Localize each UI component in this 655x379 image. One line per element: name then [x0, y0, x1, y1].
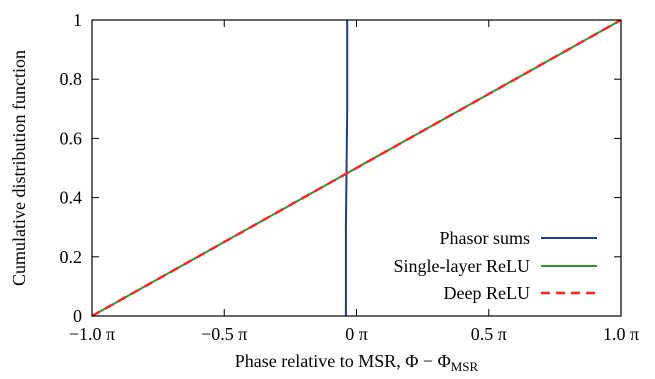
y-tick-label: 0.8 [60, 69, 83, 89]
legend-label-0: Phasor sums [439, 228, 530, 248]
legend-label-1: Single-layer ReLU [394, 256, 530, 276]
y-tick-label: 0.4 [60, 188, 83, 208]
series-line-0 [344, 20, 349, 316]
series-line-2 [91, 18, 622, 318]
legend: Phasor sums Single-layer ReLU Deep ReLU [394, 228, 597, 303]
x-tick-label: −1.0 π [69, 324, 115, 344]
ticks-layer: −1.0 π −0.5 π 0 π 0.5 π 1.0 π 0 0.2 0.4 0.6 0.8 1 [60, 10, 640, 344]
x-tick-label: 0 π [345, 324, 368, 344]
y-tick-label: 1 [73, 10, 82, 30]
x-tick-label: 1.0 π [603, 324, 639, 344]
series-layer [91, 18, 622, 318]
x-axis-title: Phase relative to MSR, Φ − ΦMSR [235, 351, 479, 374]
legend-label-2: Deep ReLU [444, 283, 530, 303]
y-tick-label: 0.6 [60, 128, 83, 148]
x-tick-label: −0.5 π [201, 324, 247, 344]
x-tick-label: 0.5 π [471, 324, 507, 344]
y-axis-title: Cumulative distribution function [9, 50, 29, 286]
y-tick-label: 0.2 [60, 247, 83, 267]
y-tick-label: 0 [73, 306, 82, 326]
